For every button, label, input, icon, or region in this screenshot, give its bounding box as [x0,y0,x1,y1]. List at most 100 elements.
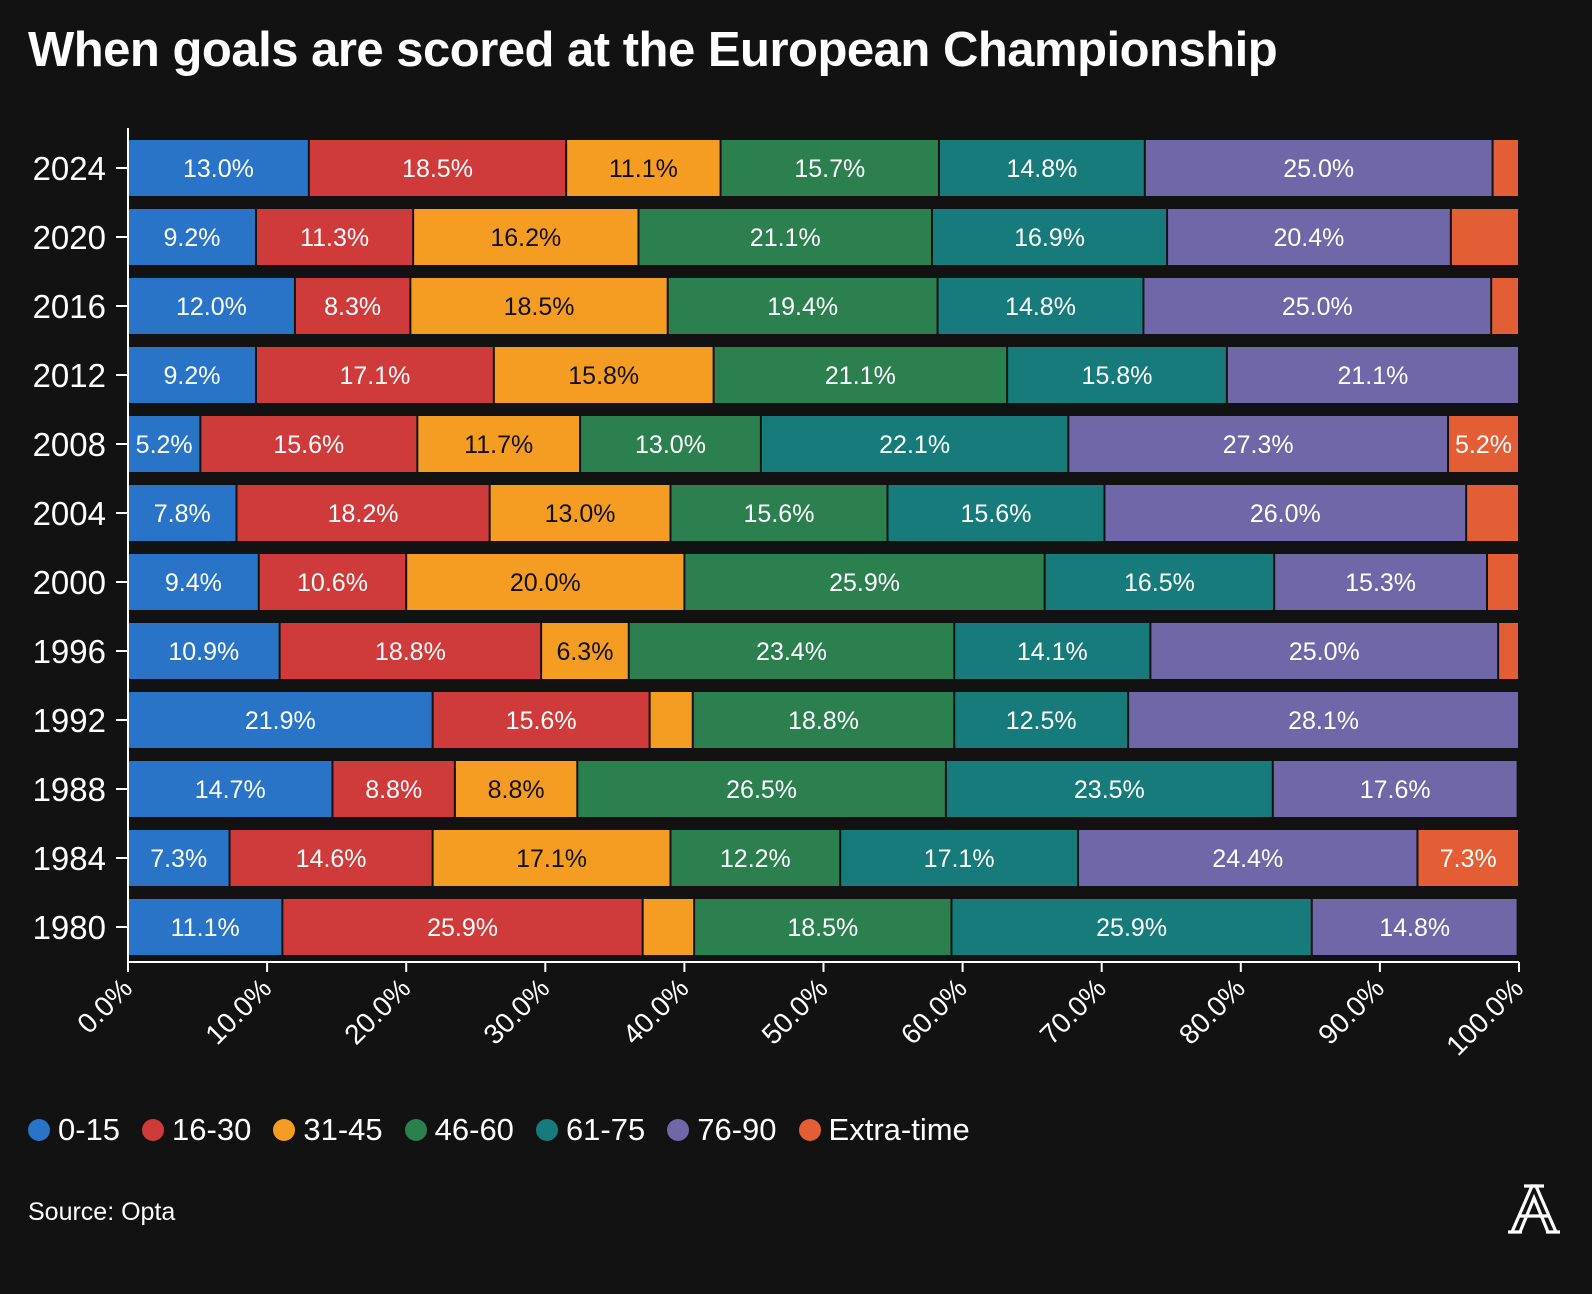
bar-segment [433,692,649,748]
data-label: 21.9% [245,707,316,735]
data-label: 16.2% [490,224,561,252]
bar-segment [237,485,489,541]
y-tick-label: 1984 [33,840,106,877]
bar-segment [129,899,282,955]
bar-segment [411,278,667,334]
bar-segment [671,830,840,886]
x-tick-label: 30.0% [477,972,555,1050]
data-label: 14.7% [195,776,266,804]
data-label: 20.4% [1274,224,1345,252]
bar-segment [938,278,1143,334]
bar-segment [1275,554,1487,610]
bar-segment [129,485,236,541]
data-label: 7.8% [154,500,211,528]
bar-segment [1467,485,1518,541]
bar-segment [955,692,1128,748]
source-note: Source: Opta [28,1198,176,1226]
data-label: 8.3% [324,293,381,321]
data-label: 23.4% [756,638,827,666]
bar-segment [650,692,692,748]
data-label: 25.0% [1283,155,1354,183]
data-label: 8.8% [488,776,545,804]
bar-segment [259,554,406,610]
legend-item: 16-30 [142,1112,251,1148]
data-label: 26.0% [1250,500,1321,528]
bar-segment [129,416,200,472]
bar-segment [1168,209,1450,265]
data-label: 18.2% [328,500,399,528]
bar-segment [1499,623,1518,679]
bar-segment [1105,485,1466,541]
data-label: 15.8% [1082,362,1153,390]
data-label: 14.6% [296,845,367,873]
y-tick-label: 2016 [33,288,106,325]
x-tick-label: 20.0% [338,972,416,1050]
x-tick-label: 80.0% [1173,972,1251,1050]
y-tick-label: 2012 [33,357,106,394]
x-tick-label: 40.0% [617,972,695,1050]
data-label: 25.9% [1096,914,1167,942]
data-label: 15.3% [1345,569,1416,597]
x-tick-label: 100.0% [1440,972,1529,1061]
data-label: 13.0% [545,500,616,528]
data-label: 11.7% [464,431,533,459]
data-label: 11.1% [609,155,678,183]
bar-segment [414,209,638,265]
bar-segment [201,416,417,472]
legend-label: 31-45 [303,1112,383,1147]
bar-segment [455,761,577,817]
data-label: 6.3% [556,638,613,666]
x-tick-label: 70.0% [1034,972,1112,1050]
bar-segment [333,761,454,817]
data-label: 15.6% [744,500,815,528]
legend-swatch [535,1119,558,1141]
data-label: 21.1% [750,224,821,252]
legend-label: Extra-time [828,1112,970,1147]
publisher-logo-icon [1508,1184,1560,1234]
y-tick-label: 1992 [33,702,106,739]
bar-segment [129,347,255,403]
data-label: 24.4% [1212,845,1283,873]
bar-segment [1008,347,1226,403]
legend-label: 16-30 [172,1112,252,1147]
bar-segment [1069,416,1448,472]
data-label: 21.1% [1337,362,1408,390]
x-tick-label: 0.0% [71,972,138,1039]
bar-segment [721,140,938,196]
x-tick-label: 60.0% [895,972,973,1050]
legend-label: 46-60 [434,1112,514,1147]
data-label: 15.7% [794,155,865,183]
bar-segment [1312,899,1517,955]
data-label: 25.9% [829,569,900,597]
bar-segment [230,830,432,886]
bar-segment [567,140,720,196]
data-label: 16.5% [1124,569,1195,597]
data-label: 12.5% [1006,707,1077,735]
bar-segment [1418,830,1518,886]
y-tick-label: 2020 [33,219,106,256]
bar-segment [932,209,1167,265]
bar-segment [542,623,628,679]
bar-segment [129,692,432,748]
legend-swatch [28,1119,50,1141]
bar-segment [761,416,1068,472]
bar-segment [1145,140,1492,196]
data-label: 18.8% [788,707,859,735]
bar-segment [1273,761,1517,817]
data-label: 19.4% [767,293,838,321]
bar-segment [129,209,255,265]
bar-segment [939,140,1144,196]
bar-segment [129,830,229,886]
data-label: 14.8% [1379,914,1450,942]
data-label: 9.4% [165,569,222,597]
y-tick-label: 2000 [33,564,106,601]
data-label: 12.2% [720,845,791,873]
bar-segment [129,278,294,334]
data-label: 15.6% [961,500,1032,528]
y-tick-label: 1996 [33,633,106,670]
bar-segment [407,554,684,610]
data-label: 10.6% [297,569,368,597]
stacked-bar-chart: 2024 13.0% 18.5% 11.1% 15.7% 14.8% 25.0% 2020 9.… [33,128,1529,1061]
bar-segment [433,830,670,886]
data-label: 18.5% [504,293,575,321]
